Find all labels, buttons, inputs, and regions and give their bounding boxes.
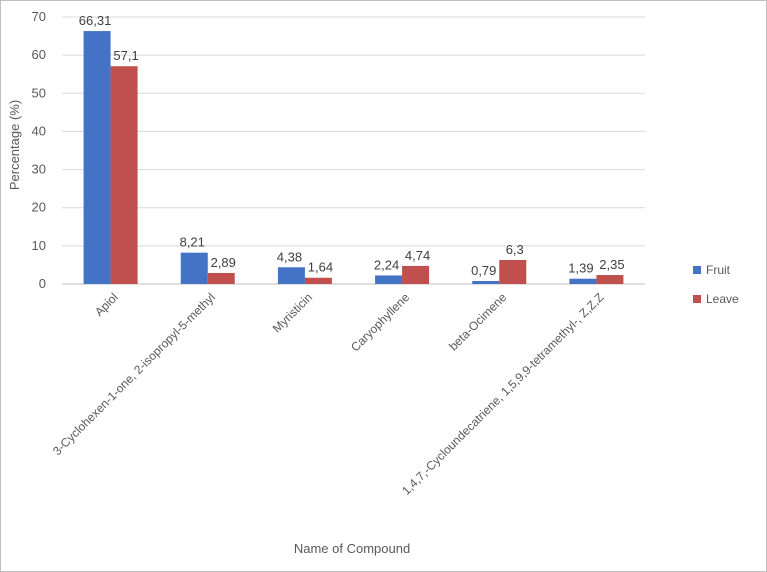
y-tick-label: 60: [32, 47, 46, 62]
x-category-label: Apiol: [92, 290, 121, 319]
x-category-label: 3-Cyclohexen-1-one, 2-isopropyl-5-methyl: [50, 290, 218, 458]
data-label-fruit-0: 66,31: [79, 13, 112, 28]
y-tick-label: 20: [32, 200, 46, 215]
data-label-fruit-3: 2,24: [374, 257, 399, 272]
bar-fruit-1: [180, 252, 208, 284]
data-label-leave-5: 2,35: [599, 257, 624, 272]
data-label-leave-0: 57,1: [113, 48, 138, 63]
y-tick-label: 0: [39, 276, 46, 291]
legend-swatch-fruit: [693, 266, 701, 274]
bar-fruit-5: [569, 278, 597, 284]
data-label-fruit-2: 4,38: [277, 249, 302, 264]
bar-leave-3: [402, 265, 430, 284]
y-tick-label: 70: [32, 9, 46, 24]
data-label-leave-1: 2,89: [211, 255, 236, 270]
legend-swatch-leave: [693, 295, 701, 303]
data-label-leave-4: 6,3: [506, 242, 524, 257]
bar-leave-0: [110, 66, 138, 284]
x-category-label: Myristicin: [270, 290, 315, 335]
bar-fruit-2: [277, 267, 305, 284]
bar-fruit-0: [83, 31, 111, 285]
bar-leave-4: [499, 259, 527, 284]
x-axis-title: Name of Compound: [294, 541, 410, 556]
legend-label-leave: Leave: [706, 292, 739, 306]
data-label-leave-3: 4,74: [405, 248, 430, 263]
bar-fruit-3: [375, 275, 403, 284]
data-label-fruit-1: 8,21: [180, 235, 205, 250]
bars: [83, 31, 624, 285]
y-tick-label: 10: [32, 238, 46, 253]
bar-leave-1: [207, 272, 235, 284]
data-label-leave-2: 1,64: [308, 260, 333, 275]
legend-label-fruit: Fruit: [706, 263, 731, 277]
x-category-label: beta-Ocimene: [446, 290, 509, 353]
y-tick-label: 40: [32, 123, 46, 138]
data-label-fruit-4: 0,79: [471, 263, 496, 278]
x-category-label: Caryophyllene: [348, 290, 412, 354]
bar-leave-2: [304, 277, 332, 284]
y-tick-label: 50: [32, 85, 46, 100]
data-label-fruit-5: 1,39: [568, 261, 593, 276]
x-category-label: 1,4,7,-Cycloundecatriene, 1,5,9,9-tetram…: [399, 290, 607, 498]
legend: Fruit Leave: [693, 263, 739, 306]
bar-leave-5: [596, 275, 624, 284]
y-axis-ticks: 0 10 20 30 40 50 60 70: [32, 9, 46, 291]
data-labels: 66,31 8,21 4,38 2,24 0,79 1,39 57,1 2,89 1,64 4,7…: [79, 13, 625, 278]
bar-fruit-4: [472, 280, 500, 284]
y-axis-title: Percentage (%): [7, 100, 22, 190]
y-tick-label: 30: [32, 162, 46, 177]
gridlines: [62, 16, 645, 247]
